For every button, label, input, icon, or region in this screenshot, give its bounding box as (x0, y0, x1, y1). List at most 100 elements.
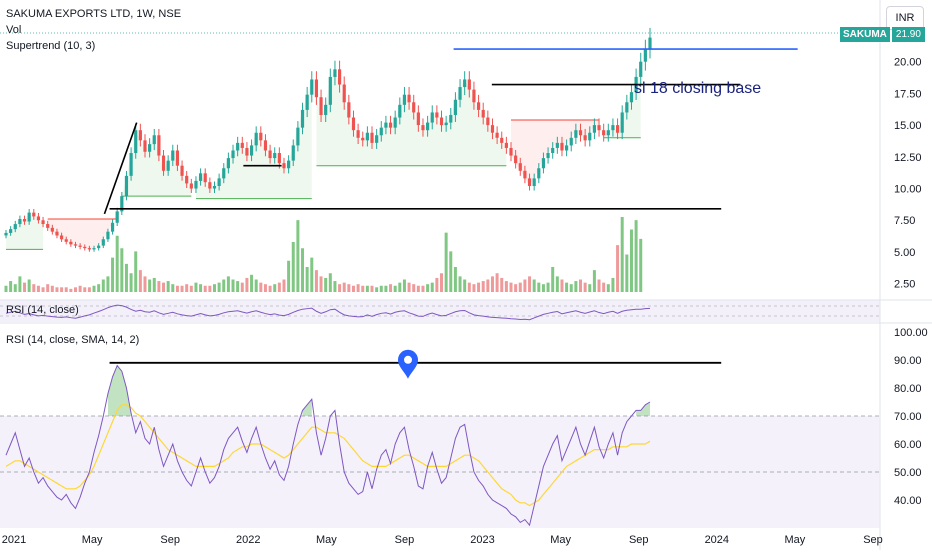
candle-body (73, 244, 78, 246)
candle-body (342, 84, 346, 103)
volume-bar (92, 285, 96, 292)
candle-body (592, 125, 597, 133)
volume-bar (453, 267, 457, 292)
volume-label[interactable]: Vol (6, 24, 22, 36)
volume-bar (148, 279, 152, 292)
supertrend-fill (195, 79, 312, 199)
volume-bar (611, 277, 615, 292)
candle-body (296, 127, 300, 146)
candle-body (236, 142, 240, 151)
volume-bar (217, 282, 221, 292)
rsi-mini-line (5, 304, 651, 321)
volume-bar (129, 273, 133, 292)
annotation-text[interactable]: sl 18 closing base (634, 80, 762, 97)
x-tick-label: 2023 (470, 534, 494, 546)
volume-bar (83, 287, 87, 292)
volume-bar (634, 220, 638, 292)
candle-body (27, 212, 31, 222)
x-tick-label: 2024 (705, 534, 729, 546)
rsi-mini-label[interactable]: RSI (14, close) (6, 304, 79, 316)
candle-body (157, 135, 161, 156)
candle-body (569, 137, 573, 146)
candle-body (495, 132, 499, 138)
candle-body (602, 130, 606, 136)
volume-bar (115, 235, 119, 292)
volume-bar (301, 248, 305, 292)
candle-body (194, 180, 198, 189)
x-tick-label: 2021 (2, 534, 26, 546)
price-candles (4, 27, 652, 252)
volume-bar (13, 284, 17, 292)
candle-body (161, 155, 166, 171)
candle-body (231, 150, 235, 159)
volume-bar (435, 277, 439, 292)
candle-body (639, 61, 643, 77)
candle-body (518, 163, 522, 171)
volume-bar (361, 285, 365, 292)
candle-body (551, 147, 555, 154)
volume-bar (351, 285, 355, 292)
volume-bar (379, 285, 383, 292)
candle-body (625, 102, 629, 113)
candle-body (319, 97, 323, 115)
supertrend-fill (316, 69, 507, 166)
rsi-panel-label[interactable]: RSI (14, close, SMA, 14, 2) (6, 334, 140, 346)
volume-bar (97, 284, 101, 292)
volume-bar (314, 270, 318, 292)
volume-bar (259, 282, 263, 292)
candle-body (439, 117, 444, 126)
candle-body (268, 150, 272, 159)
price-tick-label: 20.00 (894, 57, 922, 69)
candle-body (490, 125, 495, 133)
candle-body (611, 125, 615, 131)
candle-body (22, 218, 27, 222)
price-tick-label: 7.50 (894, 215, 915, 227)
candle-body (83, 246, 87, 249)
candle-body (578, 130, 583, 136)
chart-title: SAKUMA EXPORTS LTD, 1W, NSE (6, 8, 182, 20)
candle-body (509, 147, 513, 156)
candle-body (143, 140, 147, 152)
price-badge-symbol: SAKUMA (840, 27, 890, 42)
volume-bar (134, 251, 138, 292)
volume-bar (328, 273, 332, 292)
candle-body (426, 122, 430, 131)
candle-body (41, 220, 45, 225)
supertrend-label[interactable]: Supertrend (10, 3) (6, 40, 96, 52)
volume-bar (277, 282, 281, 292)
volume-bar (254, 279, 258, 292)
candle-body (574, 130, 578, 138)
candle-body (249, 145, 254, 156)
candle-body (138, 130, 142, 141)
candle-body (370, 132, 374, 143)
candle-body (643, 49, 647, 62)
volume-bar (203, 285, 207, 292)
volume-bar (27, 279, 31, 292)
volume-bar (393, 285, 397, 292)
candle-body (64, 239, 68, 242)
trend-lines[interactable] (103, 48, 798, 215)
volume-bar (528, 276, 532, 292)
volume-bar (9, 281, 13, 292)
volume-bar (157, 281, 161, 292)
volume-bar (64, 287, 68, 292)
rsi-tick-label: 90.00 (894, 355, 922, 367)
candle-body (333, 69, 337, 77)
volume-bar (55, 287, 59, 292)
volume-bar (467, 282, 471, 292)
candle-body (393, 117, 397, 128)
volume-bar (412, 284, 416, 292)
volume-bar (162, 282, 166, 292)
volume-bar (73, 287, 77, 292)
candle-body (435, 112, 439, 118)
candle-body (263, 140, 268, 151)
candle-body (463, 79, 467, 88)
volume-bar (282, 279, 286, 292)
candle-body (129, 153, 133, 176)
candle-body (527, 178, 532, 186)
candle-body (300, 109, 305, 128)
candle-body (546, 153, 550, 159)
candle-body (467, 79, 471, 90)
candle-body (208, 182, 212, 189)
currency-button[interactable]: INR (886, 6, 924, 30)
